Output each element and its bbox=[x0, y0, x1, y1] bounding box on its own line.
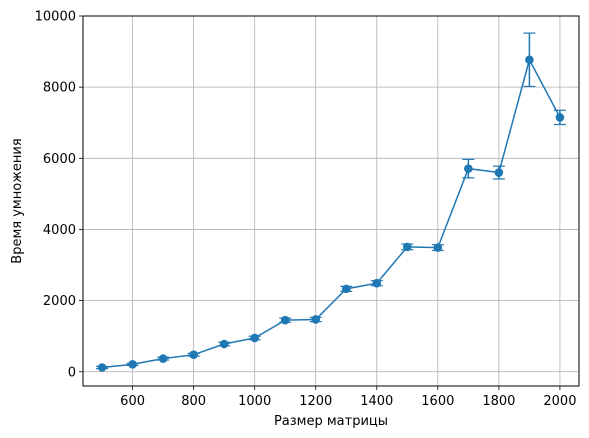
y-tick-label: 2000 bbox=[43, 294, 76, 309]
x-tick-label: 1200 bbox=[299, 394, 332, 409]
y-tick-label: 8000 bbox=[43, 81, 76, 96]
data-point bbox=[525, 55, 534, 65]
data-point bbox=[189, 350, 198, 359]
y-axis: 0 2000 4000 6000 8000 10000 bbox=[35, 10, 83, 380]
y-tick-label: 10000 bbox=[35, 10, 76, 25]
y-tick-label: 6000 bbox=[43, 152, 76, 167]
x-tick-label: 1000 bbox=[238, 394, 271, 409]
data-point bbox=[464, 164, 473, 173]
data-point bbox=[555, 113, 565, 122]
x-tick-label: 800 bbox=[181, 394, 206, 409]
x-tick-label: 600 bbox=[120, 394, 145, 409]
data-point bbox=[219, 339, 229, 349]
y-tick-label: 0 bbox=[68, 365, 76, 380]
y-tick-label: 4000 bbox=[43, 223, 76, 238]
data-point bbox=[372, 278, 382, 288]
data-point bbox=[97, 363, 107, 372]
series-line bbox=[101, 57, 561, 369]
x-tick-label: 1800 bbox=[482, 394, 515, 409]
data-point bbox=[494, 168, 504, 177]
y-axis-label: Время умножения bbox=[10, 138, 25, 263]
x-tick-label: 1600 bbox=[421, 394, 454, 409]
data-point bbox=[158, 354, 168, 363]
x-axis-label: Размер матрицы bbox=[274, 414, 388, 429]
data-point bbox=[433, 243, 443, 252]
grid-lines bbox=[83, 15, 579, 386]
data-point bbox=[250, 333, 259, 343]
data-point bbox=[280, 315, 290, 325]
x-axis: 600 800 1000 1200 1400 1600 1800 2000 bbox=[120, 386, 576, 409]
plot-frame bbox=[82, 15, 580, 387]
data-point bbox=[128, 359, 137, 369]
x-tick-label: 2000 bbox=[543, 394, 576, 409]
data-point bbox=[341, 284, 351, 294]
data-series bbox=[96, 32, 566, 372]
data-point bbox=[311, 315, 321, 324]
data-point bbox=[403, 242, 412, 252]
x-tick-label: 1400 bbox=[360, 394, 393, 409]
